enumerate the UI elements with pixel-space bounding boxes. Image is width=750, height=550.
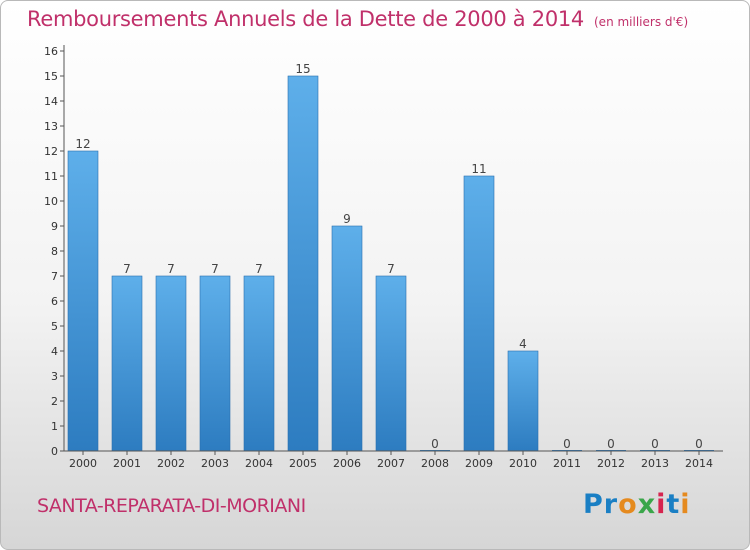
value-label: 4 bbox=[519, 337, 527, 351]
chart-title: Remboursements Annuels de la Dette de 20… bbox=[27, 7, 584, 31]
bar bbox=[199, 275, 231, 452]
value-label: 0 bbox=[431, 437, 439, 451]
proxiti-logo[interactable]: Proxiti bbox=[583, 489, 691, 520]
x-tick-label: 2012 bbox=[597, 457, 625, 470]
y-tick-label: 3 bbox=[51, 370, 58, 383]
x-tick-label: 2010 bbox=[509, 457, 537, 470]
x-tick-label: 2009 bbox=[465, 457, 493, 470]
bar bbox=[155, 275, 187, 452]
value-label: 0 bbox=[695, 437, 703, 451]
logo-letter: x bbox=[637, 489, 657, 520]
x-tick-label: 2006 bbox=[333, 457, 361, 470]
value-label: 0 bbox=[651, 437, 659, 451]
x-tick-label: 2007 bbox=[377, 457, 405, 470]
y-tick-label: 4 bbox=[51, 345, 58, 358]
y-tick-label: 1 bbox=[51, 420, 58, 433]
x-tick-label: 2002 bbox=[157, 457, 185, 470]
x-tick-label: 2001 bbox=[113, 457, 141, 470]
bar bbox=[67, 150, 99, 452]
y-tick-label: 15 bbox=[44, 70, 58, 83]
bar bbox=[243, 275, 275, 452]
x-tick-label: 2014 bbox=[685, 457, 713, 470]
chart-title-block: Remboursements Annuels de la Dette de 20… bbox=[27, 7, 688, 31]
value-label: 15 bbox=[295, 62, 310, 76]
value-label: 7 bbox=[255, 262, 263, 276]
y-tick-label: 0 bbox=[51, 445, 58, 458]
logo-letter: i bbox=[680, 489, 691, 520]
logo-letter: i bbox=[656, 489, 667, 520]
bar bbox=[331, 225, 363, 452]
value-label: 7 bbox=[167, 262, 175, 276]
y-tick-label: 16 bbox=[44, 45, 58, 58]
value-label: 11 bbox=[471, 162, 486, 176]
value-label: 7 bbox=[211, 262, 219, 276]
bar bbox=[111, 275, 143, 452]
value-label: 7 bbox=[123, 262, 131, 276]
value-label: 7 bbox=[387, 262, 395, 276]
value-label: 0 bbox=[563, 437, 571, 451]
logo-letter: t bbox=[666, 489, 681, 520]
y-tick-label: 13 bbox=[44, 120, 58, 133]
y-tick-label: 5 bbox=[51, 320, 58, 333]
x-tick-label: 2005 bbox=[289, 457, 317, 470]
y-tick-label: 7 bbox=[51, 270, 58, 283]
y-tick-label: 6 bbox=[51, 295, 58, 308]
y-tick-label: 11 bbox=[44, 170, 58, 183]
value-label: 0 bbox=[607, 437, 615, 451]
x-tick-label: 2011 bbox=[553, 457, 581, 470]
y-tick-label: 9 bbox=[51, 220, 58, 233]
bar bbox=[463, 175, 495, 452]
y-tick-label: 10 bbox=[44, 195, 58, 208]
x-tick-label: 2003 bbox=[201, 457, 229, 470]
x-tick-label: 2000 bbox=[69, 457, 97, 470]
logo-letter: P bbox=[583, 489, 604, 520]
logo-letter: o bbox=[618, 489, 638, 520]
commune-name: SANTA-REPARATA-DI-MORIANI bbox=[37, 495, 306, 517]
bar bbox=[375, 275, 407, 452]
x-axis: 2000 2001 2002 2003 2004 2005 2006 2007 2008 2009… bbox=[64, 450, 723, 470]
y-tick-label: 12 bbox=[44, 145, 58, 158]
bar bbox=[507, 350, 539, 452]
x-tick-label: 2004 bbox=[245, 457, 273, 470]
y-tick-label: 14 bbox=[44, 95, 58, 108]
y-tick-label: 2 bbox=[51, 395, 58, 408]
x-tick-label: 2008 bbox=[421, 457, 449, 470]
bar bbox=[287, 75, 319, 452]
bars: 12 7 7 7 7 15 9 7 0 11 4 0 0 0 0 bbox=[67, 62, 714, 452]
value-label: 9 bbox=[343, 212, 351, 226]
chart-unit: (en milliers d'€) bbox=[594, 15, 689, 29]
y-tick-label: 8 bbox=[51, 245, 58, 258]
x-tick-label: 2013 bbox=[641, 457, 669, 470]
logo-letter: r bbox=[603, 489, 619, 520]
value-label: 12 bbox=[75, 137, 90, 151]
